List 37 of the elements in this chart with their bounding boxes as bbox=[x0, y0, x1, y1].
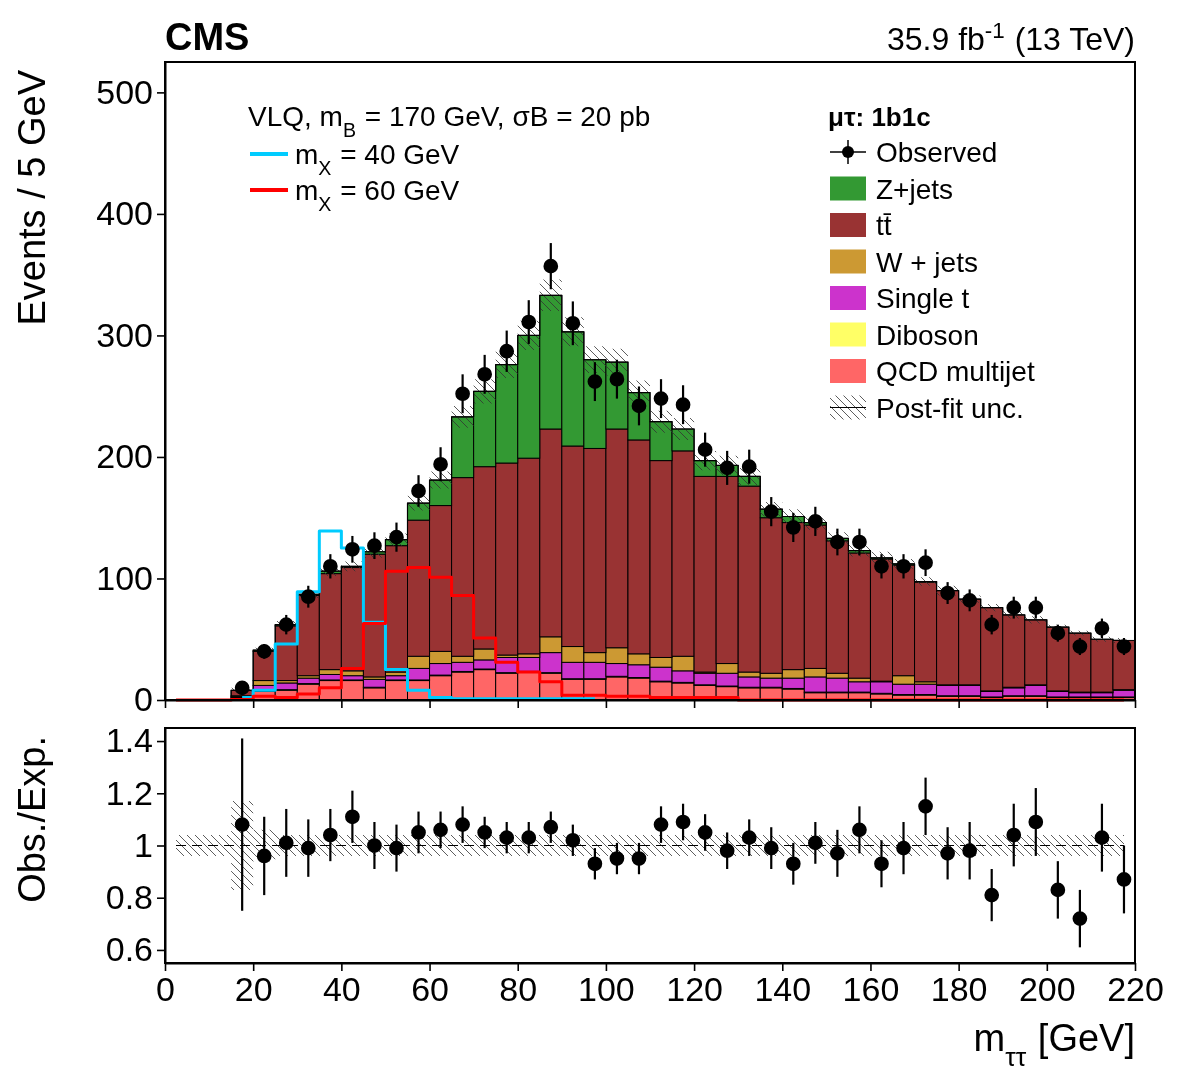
y-tick-label: 1.2 bbox=[105, 773, 153, 812]
y-tick-label: 1 bbox=[134, 825, 153, 864]
legend-title: μτ: 1b1c bbox=[828, 102, 931, 132]
legend-label: Diboson bbox=[876, 319, 979, 351]
y-tick-label: 300 bbox=[96, 315, 153, 354]
annotation: VLQ, m$_{B}$ = 170 GeV, σB = 20 pb bbox=[248, 101, 651, 141]
x-tick-label: 180 bbox=[930, 970, 988, 1009]
legend-label: Single t bbox=[876, 283, 970, 314]
y-tick-label: 400 bbox=[96, 194, 153, 233]
x-tick-label: 60 bbox=[411, 970, 449, 1009]
y-axis-title: Events / 5 GeV bbox=[11, 69, 53, 326]
chart-subtitle: 35.9 fb$^{-1}$ (13 TeV) bbox=[886, 17, 1135, 57]
chart-title: CMS bbox=[165, 16, 250, 58]
x-tick-label: 120 bbox=[666, 970, 723, 1009]
legend-label: Post-fit unc. bbox=[876, 392, 1024, 424]
y-axis-title: Obs./Exp. bbox=[11, 736, 53, 903]
x-tick-label: 220 bbox=[1107, 970, 1164, 1009]
x-tick-label: 160 bbox=[842, 970, 900, 1009]
legend-label: QCD multijet bbox=[876, 356, 1035, 387]
y-tick-label: 500 bbox=[96, 72, 153, 111]
x-tick-label: 80 bbox=[499, 970, 538, 1009]
x-tick-label: 200 bbox=[1018, 970, 1076, 1009]
x-tick-label: 100 bbox=[578, 970, 635, 1009]
legend-label: tt̄ bbox=[876, 210, 892, 241]
y-tick-label: 0 bbox=[134, 680, 153, 719]
x-tick-label: 40 bbox=[322, 970, 361, 1009]
x-tick-label: 140 bbox=[754, 970, 812, 1009]
y-tick-label: 1.4 bbox=[105, 721, 153, 760]
legend-label: W + jets bbox=[876, 246, 978, 278]
x-axis-title: m$_{ττ}$ [GeV] bbox=[973, 1017, 1135, 1071]
y-tick-label: 100 bbox=[96, 558, 153, 597]
legend-label: Z+jets bbox=[876, 173, 954, 205]
x-tick-label: 20 bbox=[234, 970, 273, 1009]
y-tick-label: 200 bbox=[96, 437, 153, 476]
y-tick-label: 0.8 bbox=[105, 878, 153, 917]
legend-label: Observed bbox=[876, 137, 998, 168]
y-tick-label: 0.6 bbox=[105, 930, 153, 969]
